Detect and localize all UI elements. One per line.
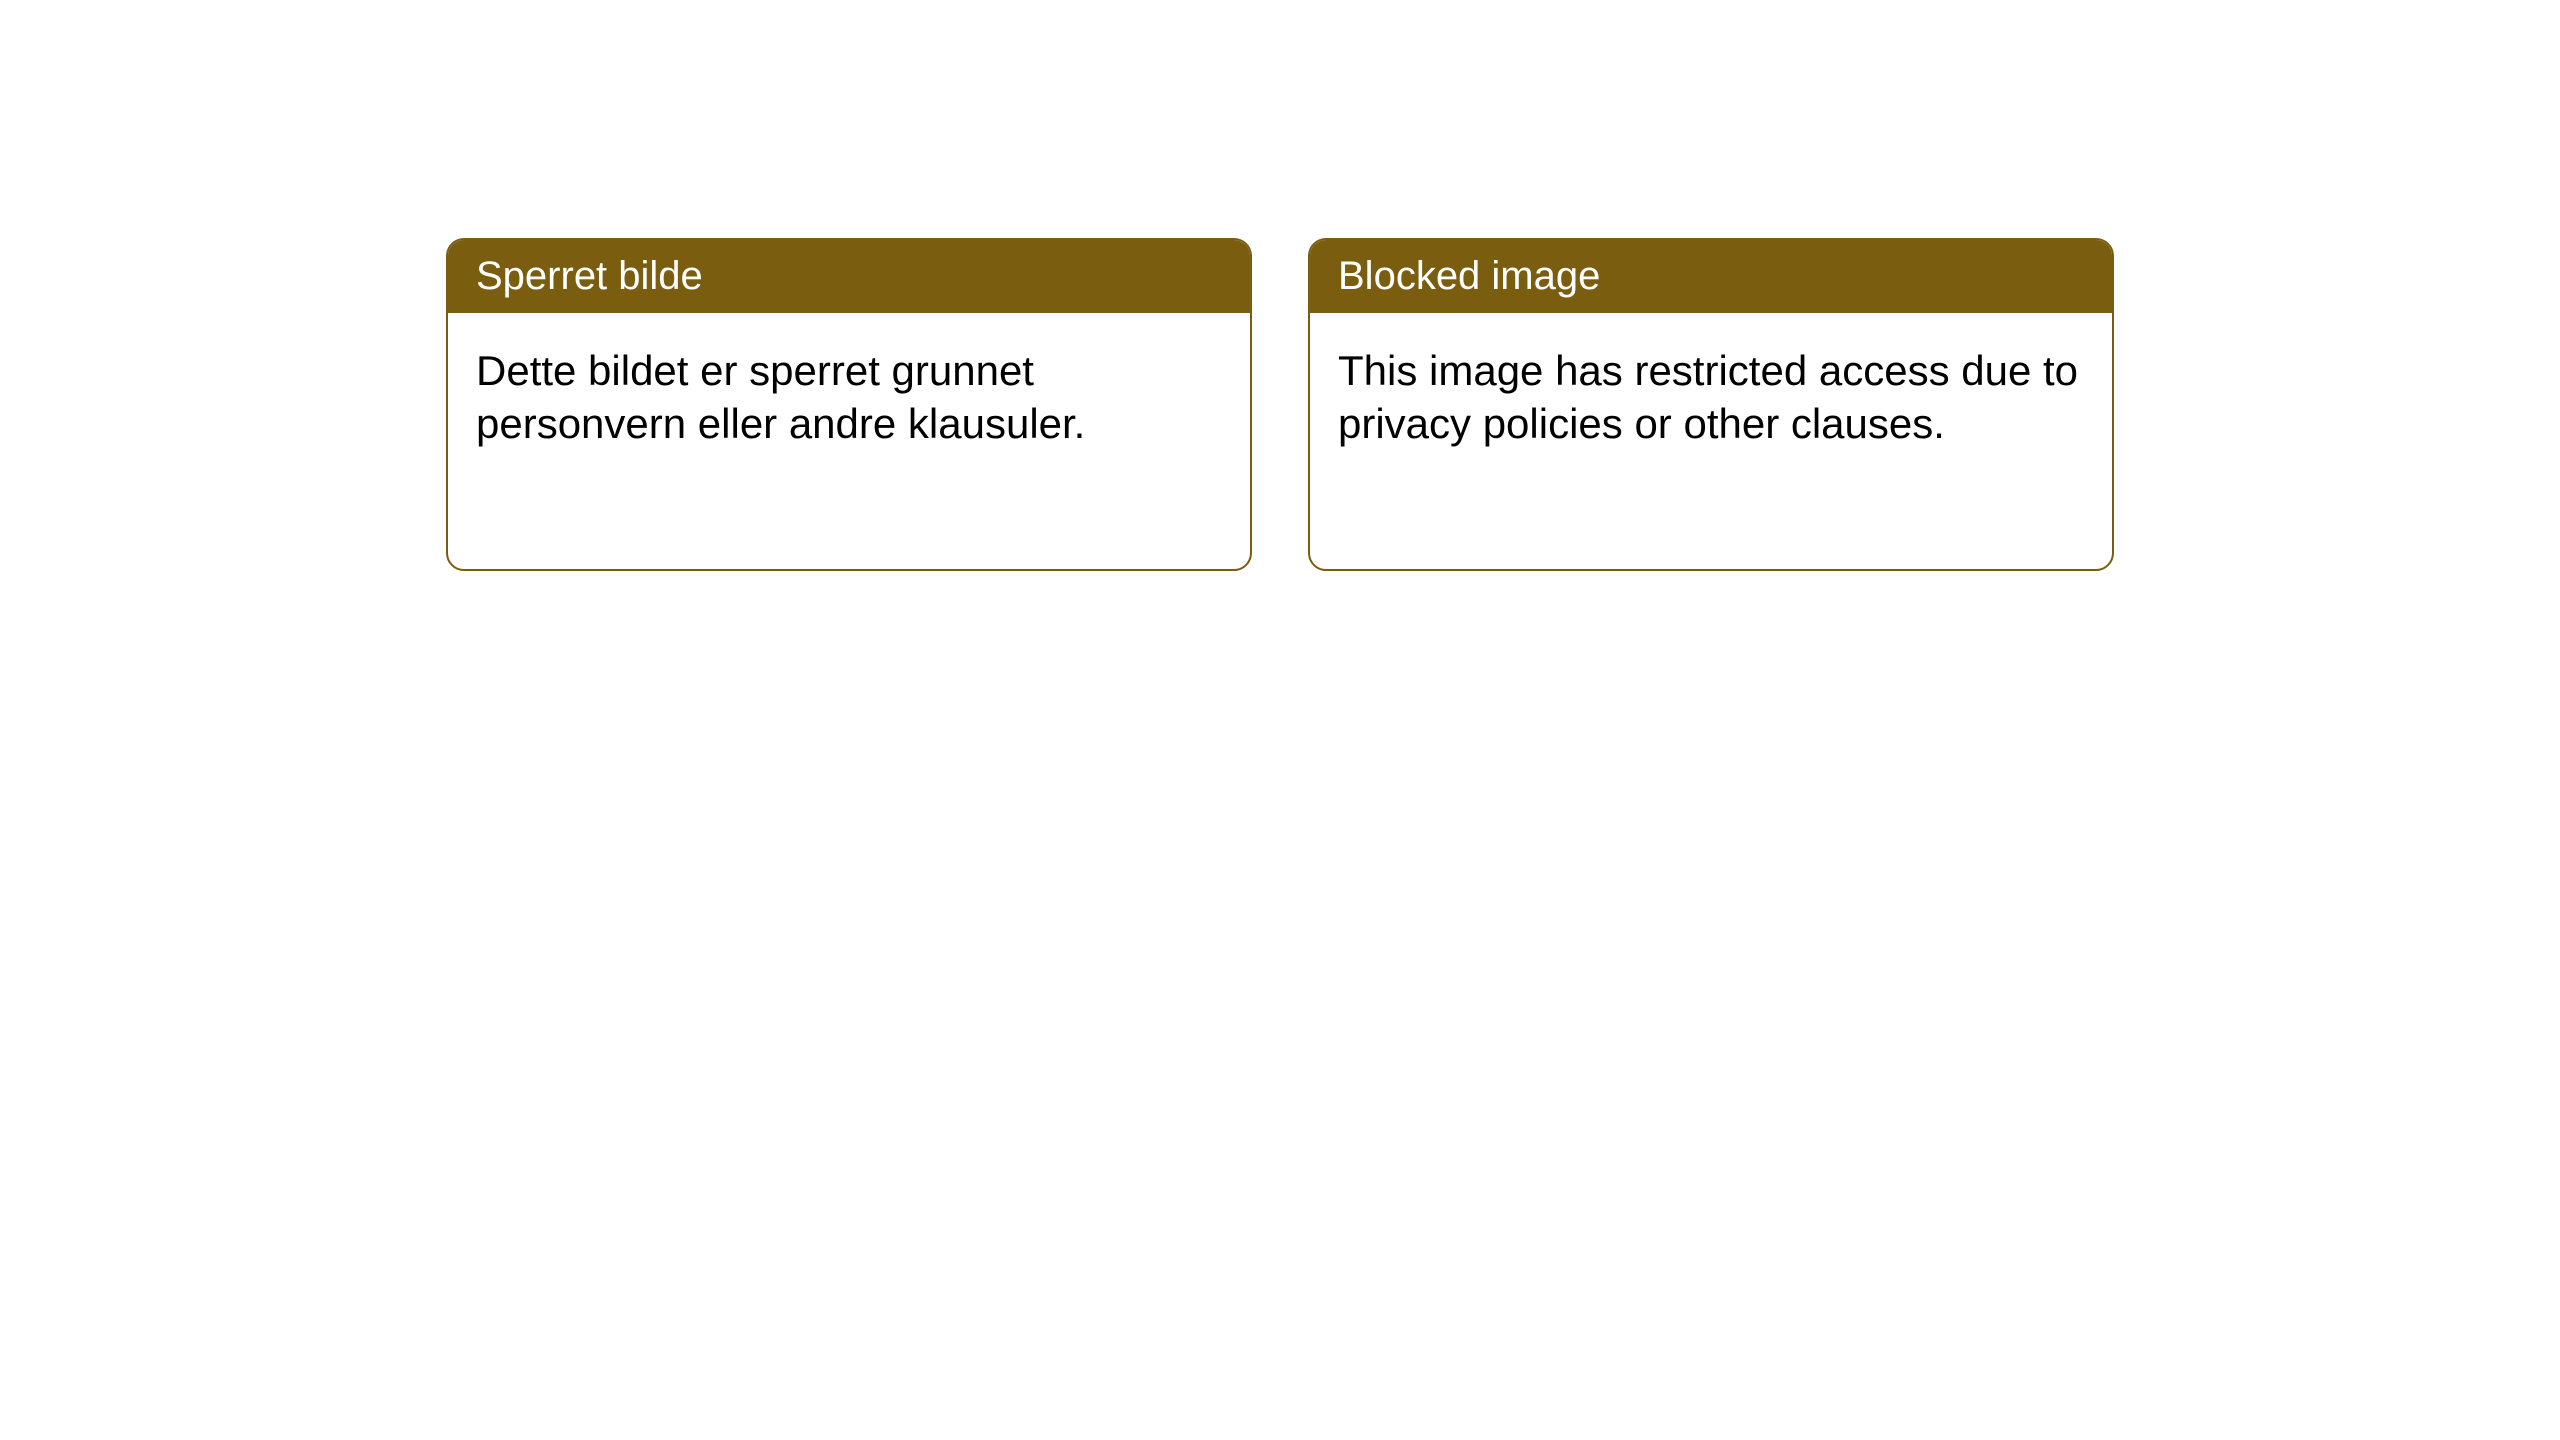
card-body: This image has restricted access due to … (1310, 313, 2112, 482)
card-body: Dette bildet er sperret grunnet personve… (448, 313, 1250, 482)
notice-container: Sperret bilde Dette bildet er sperret gr… (0, 0, 2560, 571)
blocked-image-card-norwegian: Sperret bilde Dette bildet er sperret gr… (446, 238, 1252, 571)
card-header: Sperret bilde (448, 240, 1250, 313)
card-header: Blocked image (1310, 240, 2112, 313)
blocked-image-card-english: Blocked image This image has restricted … (1308, 238, 2114, 571)
